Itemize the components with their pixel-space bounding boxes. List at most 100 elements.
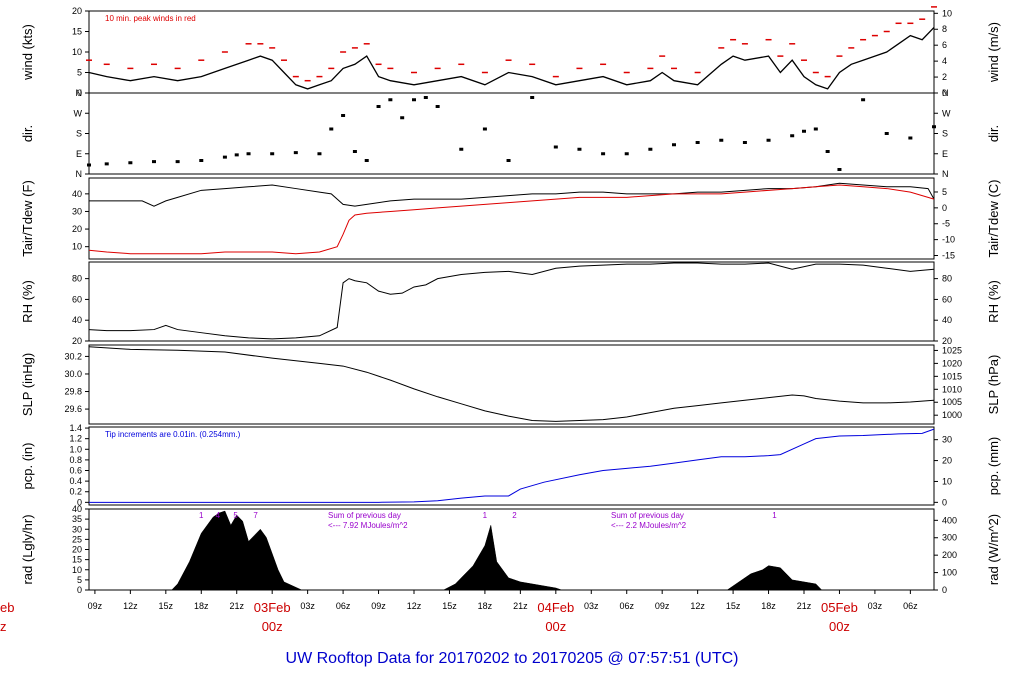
x-tick-label: 09z [371,601,386,611]
direction-point [825,150,830,153]
right-tick-label: 1025 [942,345,962,355]
direction-point [506,159,511,162]
direction-point [553,145,558,149]
panel-annotation: Tip increments are 0.01in. (0.254mm.) [105,430,241,439]
direction-point [719,138,724,142]
x-tick-label: 12z [407,601,422,611]
panel-temp: 10 20 30 40 -15 -10 -5 0 5 Tair/Tdew (F) Tair/Tdew… [20,177,1001,261]
x-tick-label: 09z [655,601,670,611]
panel-annotation: 10 min. peak winds in red [105,14,196,23]
right-tick-label: -5 [942,219,950,229]
direction-point [152,160,156,164]
direction-point [766,138,771,142]
x-tick-label: 06z [903,601,918,611]
direction-point [104,162,109,166]
left-tick-label: 0.2 [69,487,82,497]
panel-rh: 20 40 60 80 20 40 60 80 RH (%) RH (%) [20,261,1001,346]
x-tick-label: 06z [619,601,634,611]
series-precip [89,428,935,503]
x-tick-label: 15z [442,601,457,611]
direction-point [932,125,936,129]
direction-point [175,160,180,164]
x-axis: 09z 12z 15z 18z 21z 03Feb 03z 06z 09z 12z 15z 18z 21… [0,590,918,634]
left-tick-label: 80 [72,274,82,284]
direction-point [861,98,866,102]
right-tick-label: W [942,108,951,118]
x-day-z-label: 00z [829,619,850,634]
left-tick-label: 0 [77,585,82,595]
right-tick-label: 20 [942,456,952,466]
direction-point [742,141,747,144]
y-axis-label-right: SLP (hPa) [986,355,1001,415]
direction-point [400,116,405,120]
left-tick-label: 20 [72,6,82,16]
right-tick-label: 30 [942,435,952,445]
left-tick-label: 1.4 [69,423,82,433]
left-tick-label: 10 [72,47,82,57]
right-tick-label: 8 [942,24,947,34]
right-tick-label: 300 [942,533,957,543]
left-tick-label: 40 [72,189,82,199]
right-tick-label: 100 [942,568,957,578]
y-axis-label-right: RH (%) [986,280,1001,323]
x-tick-label: 03z [584,601,599,611]
direction-point [128,161,133,165]
chart-title: UW Rooftop Data for 20170202 to 20170205… [285,650,739,667]
right-tick-label: N [942,88,949,98]
radiation-marker: 1 [483,511,488,520]
direction-point [199,159,204,162]
right-tick-label: 0 [942,88,947,98]
direction-point [412,98,416,102]
direction-point [624,152,629,156]
direction-point [813,127,818,131]
day-sum-value: <--- 2.2 MJoules/m^2 [611,521,687,530]
right-tick-label: 60 [942,294,952,304]
right-tick-label: -10 [942,235,955,245]
direction-point [459,147,464,151]
y-axis-label-right: rad (W/m^2) [986,514,1001,585]
left-tick-label: 15 [72,555,82,565]
direction-point [908,136,913,140]
series-RH [88,262,935,340]
series-SLP [88,346,935,422]
left-tick-label: 0 [77,497,82,507]
left-tick-label: W [74,108,83,118]
left-tick-label: E [76,149,82,159]
right-tick-label: 1020 [942,358,962,368]
right-tick-label: 1005 [942,397,962,407]
right-tick-label: 80 [942,274,952,284]
y-axis-label-right: wind (m/s) [986,22,1001,83]
radiation-marker: 4 [216,511,221,520]
direction-point [695,141,700,144]
direction-point [87,163,91,167]
direction-point [802,129,806,133]
left-tick-label: 30 [72,524,82,534]
x-tick-label: 03z [300,601,315,611]
right-tick-label: 5 [942,187,947,197]
left-tick-label: 30.0 [64,369,82,379]
left-tick-label: 0.6 [69,466,82,476]
radiation-marker: 7 [253,511,258,520]
right-tick-label: E [942,149,948,159]
left-tick-label: 40 [72,504,82,514]
right-tick-label: N [942,169,949,179]
right-tick-label: 20 [942,336,952,346]
day-sum-value: <--- 7.92 MJoules/m^2 [328,521,408,530]
direction-point [790,134,795,138]
x-tick-label: 21z [513,601,528,611]
direction-point [435,105,440,108]
left-tick-label: 10 [72,242,82,252]
left-tick-label: 10 [72,565,82,575]
left-tick-label: 0 [77,88,82,98]
x-day-label: 03Feb [254,600,291,615]
day-sum-label: Sum of previous day [328,511,401,520]
left-tick-label: 25 [72,534,82,544]
panel-frame [88,177,935,260]
direction-point [270,152,275,156]
left-tick-label: 29.6 [64,404,82,414]
right-tick-label: 400 [942,515,957,525]
x-day-label: 05Feb [821,600,858,615]
direction-point [317,152,322,156]
radiation-marker: 2 [512,511,517,520]
